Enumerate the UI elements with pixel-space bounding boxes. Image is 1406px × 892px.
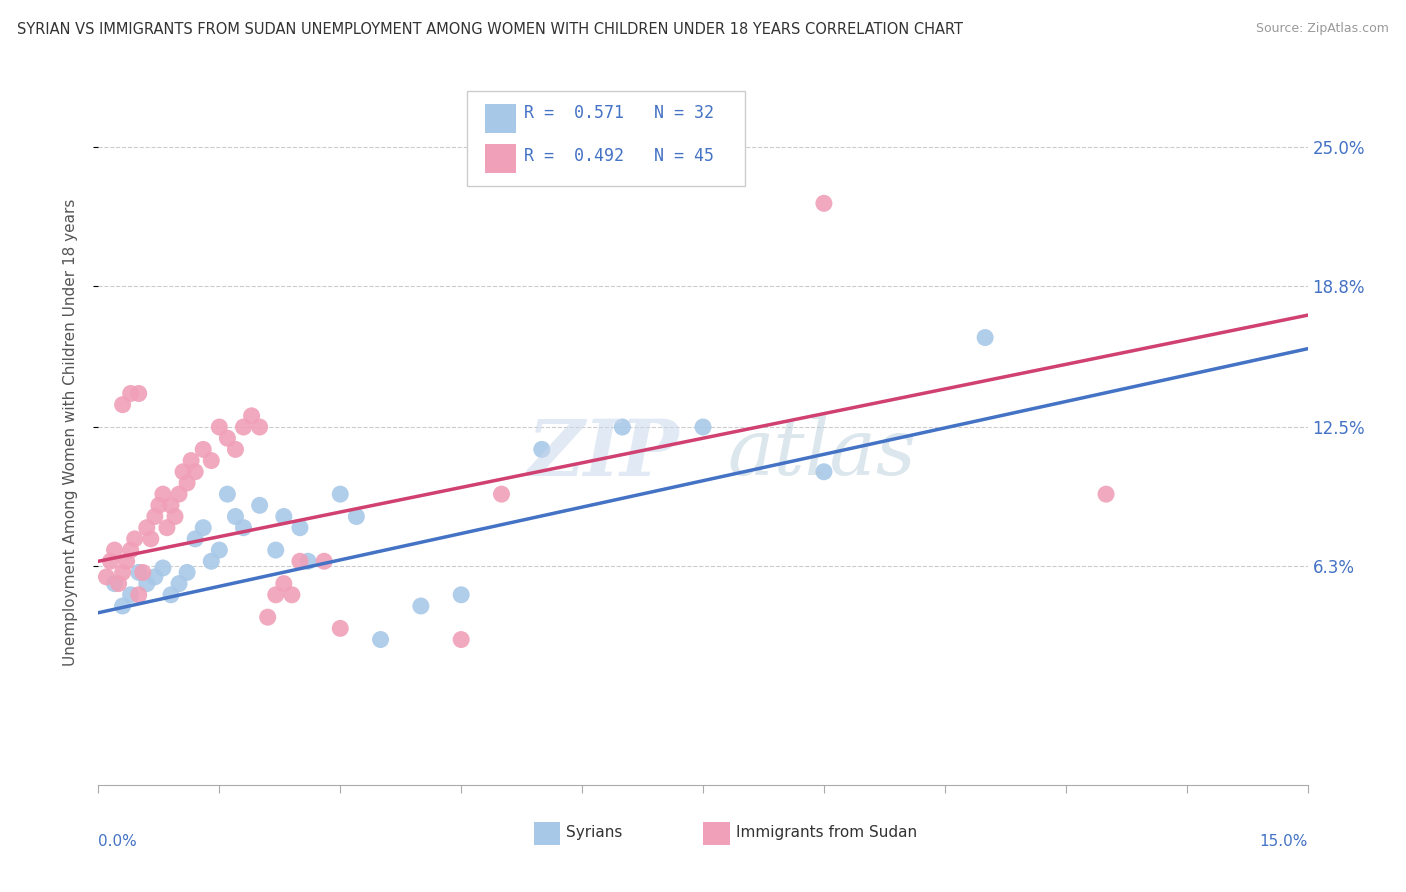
Text: atlas: atlas (727, 416, 915, 491)
Point (249, 499, 271, 513)
Point (107, 576, 129, 591)
Point (208, 543, 231, 558)
Point (143, 570, 166, 584)
Point (111, 398, 134, 412)
Text: R =  0.571   N = 32: R = 0.571 N = 32 (524, 103, 714, 121)
Point (111, 599, 134, 613)
Point (273, 509, 295, 524)
Point (200, 453, 222, 467)
Point (273, 576, 295, 591)
Y-axis label: Unemployment Among Women with Children Under 18 years: Unemployment Among Women with Children U… (63, 199, 77, 666)
Text: Syrians: Syrians (567, 825, 623, 840)
Point (974, 330, 997, 344)
Point (264, 588, 287, 602)
Bar (485, 103, 516, 133)
Point (152, 561, 174, 575)
Point (288, 521, 311, 535)
Point (491, 487, 513, 501)
Point (314, 554, 336, 568)
Point (160, 588, 183, 602)
Point (530, 442, 553, 457)
Point (180, 453, 202, 467)
Point (1095, 487, 1118, 501)
Point (612, 420, 634, 434)
Point (184, 465, 207, 479)
Point (232, 420, 254, 434)
Point (139, 532, 162, 546)
Text: R =  0.492   N = 45: R = 0.492 N = 45 (524, 147, 714, 165)
Point (813, 196, 835, 211)
Point (96, 570, 118, 584)
Point (240, 409, 263, 423)
Point (217, 431, 239, 445)
Point (450, 588, 472, 602)
Text: ZIP: ZIP (527, 416, 679, 492)
Point (184, 532, 207, 546)
Point (148, 499, 170, 513)
Point (103, 576, 125, 591)
Text: 0.0%: 0.0% (98, 834, 138, 849)
Text: 15.0%: 15.0% (1260, 834, 1308, 849)
Point (152, 487, 174, 501)
Point (370, 632, 392, 647)
Point (156, 521, 179, 535)
Point (193, 442, 215, 457)
Point (143, 509, 166, 524)
FancyBboxPatch shape (467, 91, 745, 186)
Point (135, 521, 157, 535)
Point (813, 465, 835, 479)
Point (232, 521, 254, 535)
Bar (703, 822, 730, 845)
Point (120, 588, 142, 602)
Point (160, 499, 183, 513)
Point (103, 543, 125, 558)
Point (409, 599, 432, 613)
Point (172, 465, 194, 479)
Point (193, 521, 215, 535)
Point (297, 554, 319, 568)
Point (249, 420, 271, 434)
Point (217, 487, 239, 501)
Point (692, 420, 714, 434)
Point (128, 386, 150, 401)
Point (132, 566, 155, 580)
Point (176, 566, 198, 580)
Point (288, 554, 311, 568)
Point (224, 509, 246, 524)
Point (115, 554, 138, 568)
Point (256, 610, 278, 624)
Point (224, 442, 246, 457)
Point (100, 554, 122, 568)
Point (344, 509, 367, 524)
Point (329, 487, 352, 501)
Point (111, 566, 134, 580)
Point (329, 621, 352, 635)
Text: Source: ZipAtlas.com: Source: ZipAtlas.com (1256, 22, 1389, 36)
Point (264, 543, 287, 558)
Point (450, 632, 472, 647)
Point (208, 420, 231, 434)
Bar (485, 144, 516, 173)
Point (176, 475, 198, 490)
Point (281, 588, 304, 602)
Text: SYRIAN VS IMMIGRANTS FROM SUDAN UNEMPLOYMENT AMONG WOMEN WITH CHILDREN UNDER 18 : SYRIAN VS IMMIGRANTS FROM SUDAN UNEMPLOY… (17, 22, 963, 37)
Point (128, 566, 150, 580)
Text: Immigrants from Sudan: Immigrants from Sudan (735, 825, 917, 840)
Point (135, 576, 157, 591)
Point (200, 554, 222, 568)
Point (128, 588, 150, 602)
Point (167, 576, 190, 591)
Point (124, 532, 146, 546)
Point (120, 543, 142, 558)
Point (163, 509, 186, 524)
Point (120, 386, 142, 401)
Point (167, 487, 190, 501)
Bar (534, 822, 561, 845)
